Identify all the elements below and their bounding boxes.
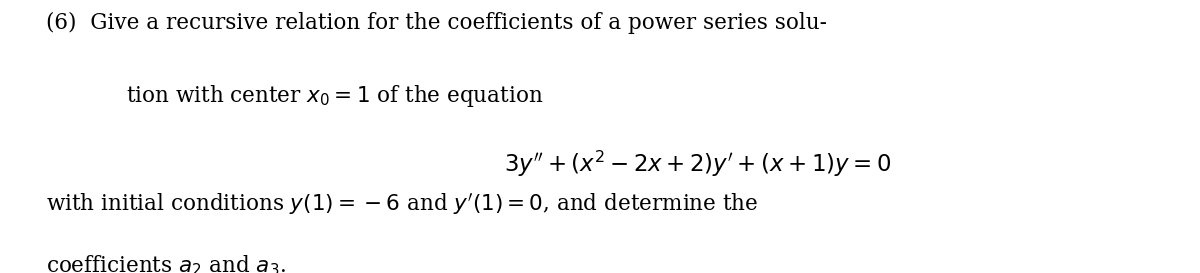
Text: tion with center $x_0 = 1$ of the equation: tion with center $x_0 = 1$ of the equati… bbox=[126, 83, 544, 109]
Text: $3y'' + (x^2 - 2x + 2)y' + (x + 1)y = 0$: $3y'' + (x^2 - 2x + 2)y' + (x + 1)y = 0$ bbox=[504, 149, 892, 179]
Text: (6)  Give a recursive relation for the coefficients of a power series solu-: (6) Give a recursive relation for the co… bbox=[46, 12, 827, 34]
Text: with initial conditions $y(1) = -6$ and $y'(1) = 0$, and determine the: with initial conditions $y(1) = -6$ and … bbox=[46, 191, 758, 216]
Text: coefficients $a_2$ and $a_3$.: coefficients $a_2$ and $a_3$. bbox=[46, 254, 286, 273]
